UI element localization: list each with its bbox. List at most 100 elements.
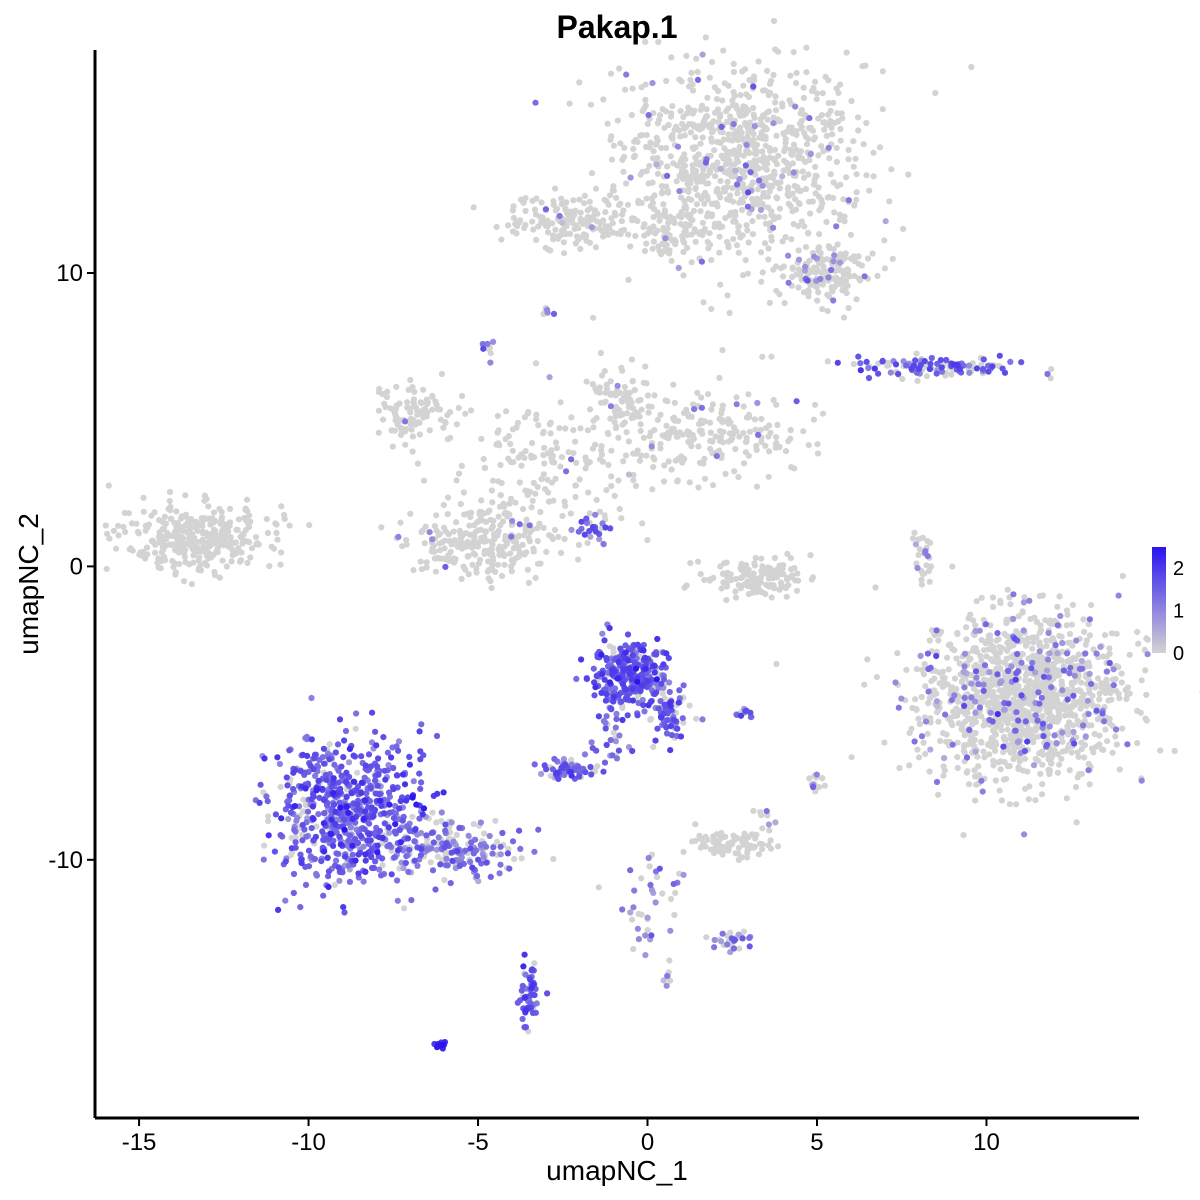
cell-point-left-cluster (216, 505, 223, 512)
cell-point-right-large-blob (1044, 741, 1051, 748)
cell-point-left-cluster (102, 522, 109, 529)
cell-point-small-right-mid (772, 819, 779, 826)
cell-point-center-right-arc (701, 576, 708, 584)
cell-point-middle-center (562, 425, 569, 432)
cell-point-right-large-blob (975, 681, 982, 688)
cell-point-left-cluster (168, 515, 175, 522)
cell-point-top-right-large (786, 128, 793, 135)
cell-point-middle-upper (596, 384, 604, 391)
cell-point-bottom-left-tail (288, 834, 295, 842)
cell-point-middle-center (541, 460, 548, 467)
cell-point-right-bottom-small (810, 783, 817, 791)
cell-point-right-large-blob (1019, 650, 1026, 658)
cell-point-top-right-large (720, 136, 727, 143)
cell-point-bottom-left-large (312, 772, 319, 780)
cell-point-right-large-blob (992, 747, 999, 755)
cell-point-right-large-blob (1112, 733, 1119, 740)
cell-point-top-right-large (692, 238, 699, 245)
cell-point-right-large-blob (1099, 746, 1106, 753)
cell-point-top-right-large (680, 272, 687, 279)
cell-point-top-right-large (685, 195, 692, 202)
cell-point-top-right-large (686, 83, 693, 90)
cell-point-bottom-left-large (313, 872, 320, 879)
cell-point-top-right-large (743, 141, 750, 148)
cell-point-right-large-blob (980, 647, 988, 654)
cell-point-top-right-large (853, 189, 860, 196)
cell-point-middle-bottom-right (537, 508, 544, 516)
cell-point-middle-center (495, 427, 502, 434)
cell-point-right-large-blob (1024, 635, 1031, 642)
cell-point-top-mid-left (602, 228, 610, 236)
cell-point-right-large-blob (1045, 674, 1052, 681)
cell-point-right-large-blob (934, 703, 941, 710)
cell-point-stick-1 (600, 540, 607, 548)
cell-point-right-large-blob (913, 666, 920, 673)
cell-point-left-cluster (186, 541, 193, 549)
cell-point-middle-right-arm (782, 448, 790, 455)
cell-point-bottom-small-1 (519, 1015, 526, 1023)
cell-point-left-cluster (133, 520, 140, 527)
cell-point-top-right-large (660, 201, 667, 208)
cell-point-right-large-blob (925, 666, 932, 673)
cell-point-bottom-left-large (342, 727, 350, 735)
cell-point-right-large-blob (1072, 712, 1079, 719)
cell-point-top-right-large (789, 190, 796, 197)
cell-point-middle-right-arm (707, 445, 714, 452)
cell-point-stick-2 (638, 875, 645, 882)
cell-point-right-large-blob (1045, 751, 1052, 758)
cell-point-middle-bottom-right (523, 549, 530, 556)
cell-point-right-large-blob (1013, 670, 1020, 677)
cell-point-middle-right-arm (679, 459, 686, 466)
cell-point-right-large-blob (1013, 801, 1020, 808)
cell-point-far-right-streak (919, 534, 926, 541)
cell-point-middle-left-arm (410, 396, 417, 403)
cell-point-middle-bottom-right (437, 555, 444, 562)
cell-point-right-large-blob (1059, 640, 1066, 647)
cell-point-top-right-large (787, 146, 794, 153)
cell-point-top-mid-left (547, 247, 554, 254)
cell-point-middle-left-arm (436, 406, 444, 413)
cell-point-top-right-large (676, 76, 683, 83)
cell-point-small-bottom-center (663, 982, 670, 989)
cell-point-top-right-large (734, 128, 741, 135)
cell-point-top-right-large (762, 220, 770, 227)
cell-point-right-large-blob (1043, 642, 1050, 650)
cell-point-right-large-blob (996, 649, 1004, 656)
cell-point-right-large-blob (1078, 657, 1085, 665)
cell-point-left-cluster (278, 503, 285, 510)
cell-point-middle-right-arm (657, 445, 664, 452)
cell-point-top-right-large (697, 208, 704, 215)
cell-point-middle-left-arm (409, 433, 416, 440)
cell-point-top-right-large (679, 155, 686, 162)
cell-point-bottom-left-large (276, 760, 283, 768)
cell-point-top-right-large (727, 192, 734, 199)
cell-point-top-right-tail (802, 244, 810, 251)
cell-point-middle-center (516, 521, 523, 528)
cell-point-bottom-left-tail (427, 859, 434, 866)
cell-point-top-right-large (702, 34, 709, 41)
cell-point-bottom-left-tail (499, 829, 506, 837)
cell-point-right-large-blob (987, 636, 994, 643)
cell-point-middle-center (478, 435, 485, 442)
cell-point-right-large-blob (966, 703, 973, 711)
cell-point-middle-center (625, 471, 633, 478)
cell-point-middle-bottom-right (519, 506, 527, 513)
cell-point-bottom-left-large (404, 823, 411, 830)
cell-point-right-large-blob (990, 688, 997, 696)
cell-point-top-right-large (828, 124, 835, 131)
cell-point-middle-bottom-right (530, 545, 537, 552)
cell-point-top-right-large (813, 96, 820, 103)
cell-point-right-streak (1047, 375, 1054, 382)
cell-point-top-right-large (734, 190, 741, 197)
cell-point-right-large-blob (1109, 749, 1116, 756)
cell-point-top-mid-left (573, 233, 581, 240)
cell-point-top-right-large (808, 87, 816, 95)
cell-point-top-right-large (708, 257, 715, 264)
cell-point-top-right-large (760, 113, 767, 120)
cell-point-stick-2 (627, 909, 634, 916)
cell-point-middle-right-arm (787, 426, 794, 434)
cell-point-top-mid-left (552, 226, 559, 233)
cell-point-center-bottom (613, 716, 620, 723)
cell-point-top-right-large (680, 113, 687, 120)
cell-point-stick-2 (629, 916, 636, 923)
